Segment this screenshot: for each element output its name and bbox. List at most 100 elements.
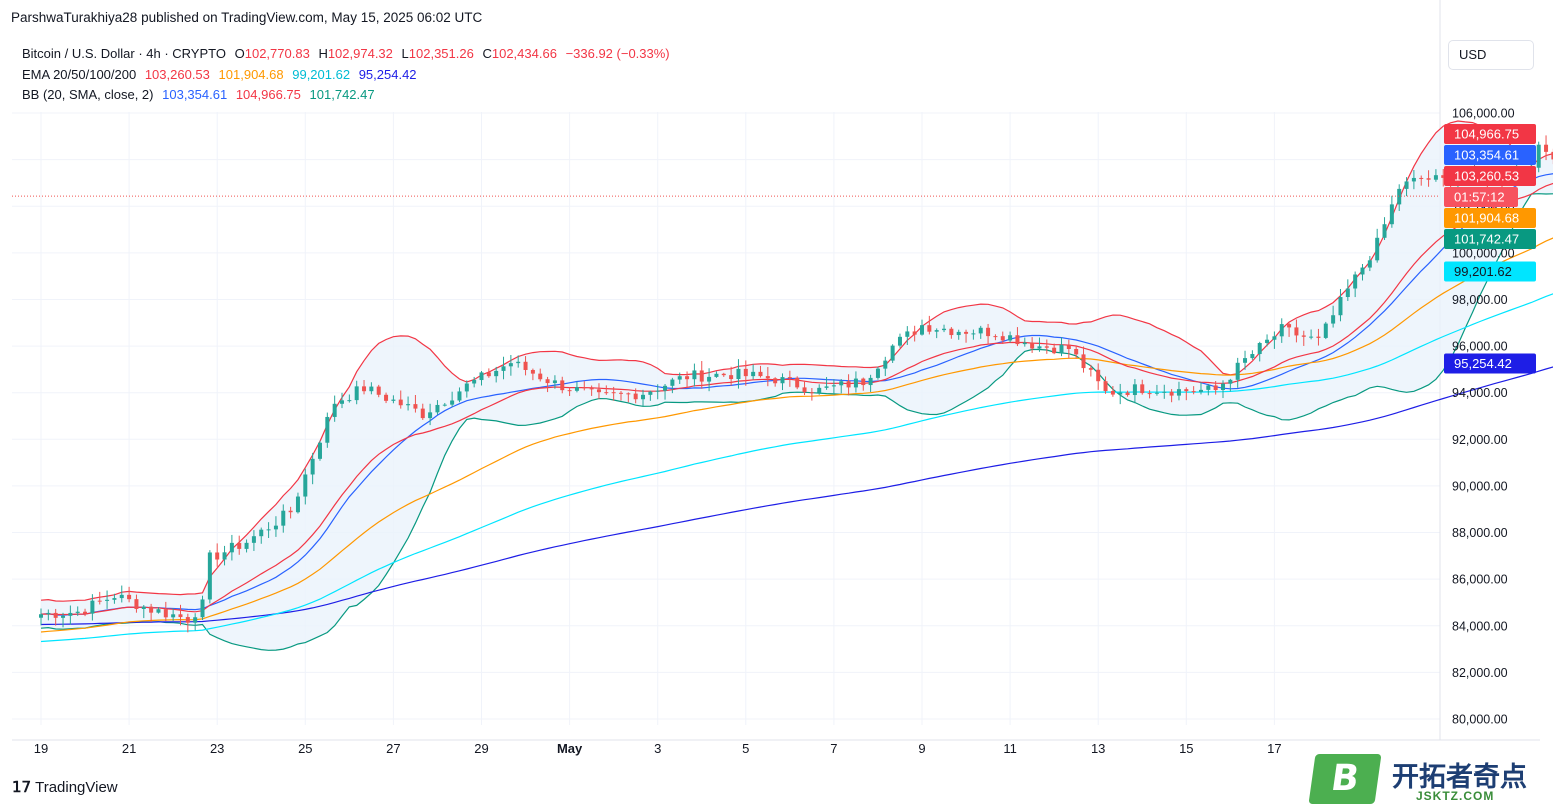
ohlc-low-label: L [401,46,409,61]
candle-body [303,474,308,497]
candle-body [251,536,256,543]
x-tick-label: 9 [918,741,925,756]
candle-body [736,368,741,380]
candle-body [1096,369,1101,382]
tv-icon: 𝟣𝟩 [12,778,32,796]
candle-body [1132,384,1137,396]
candle-body [839,381,844,386]
candle-body [472,380,477,384]
candle-body [655,390,660,392]
candle-body [97,600,102,602]
candle-body [494,370,499,377]
candle-body [83,611,88,614]
x-tick-label: 15 [1179,741,1193,756]
candle-body [149,606,154,613]
tradingview-logo[interactable]: 𝟣𝟩 TradingView [12,778,118,796]
bb-label[interactable]: BB (20, SMA, close, 2) [22,87,154,102]
y-tick-label: 82,000.00 [1452,666,1508,680]
ema50-tag-text: 101,904.68 [1454,211,1519,226]
candle-body [266,529,271,531]
candle-body [971,333,976,335]
candle-body [185,617,190,623]
candle-body [171,614,176,618]
y-tick-label: 88,000.00 [1452,526,1508,540]
x-tick-label: 21 [122,741,136,756]
candle-body [244,542,249,549]
candle-body [692,370,697,380]
bb-lower-line [40,193,1553,651]
ema100-line [40,293,1553,643]
candle-body [530,369,535,374]
bb-upper-value: 104,966.75 [235,87,301,102]
candle-body [134,599,139,609]
candle-body [61,615,66,618]
candle-body [1287,324,1292,328]
x-tick-label: 7 [830,741,837,756]
candle-body [883,360,888,369]
candle-body [552,380,557,384]
candle-body [384,394,389,401]
candle-body [391,399,396,401]
candle-body [986,327,991,337]
candle-body [347,400,352,402]
symbol-title[interactable]: Bitcoin / U.S. Dollar · 4h · CRYPTO [22,46,226,61]
candle-body [1088,368,1093,370]
bb-lower-tag-text: 101,742.47 [1454,232,1519,247]
candle-body [457,391,462,401]
candle-body [406,404,411,406]
candle-body [780,377,785,384]
x-tick-label: 5 [742,741,749,756]
countdown-tag [1444,187,1518,207]
candle-body [1206,385,1211,390]
candle-body [1008,335,1013,341]
candle-body [729,375,734,380]
ema100-tag-text: 99,201.62 [1454,264,1512,279]
candle-body [707,376,712,382]
candle-body [1169,391,1174,396]
candle-body [1081,354,1086,369]
candle-body [560,380,565,391]
ohlc-low: 102,351.26 [408,46,474,61]
candle-body [259,529,264,537]
candle-body [802,387,807,393]
candle-body [596,389,601,393]
ohlc-close-label: C [482,46,492,61]
symbol-row: Bitcoin / U.S. Dollar · 4h · CRYPTO O102… [22,44,675,65]
candle-body [927,325,932,332]
candle-body [90,600,95,614]
x-tick-label: 29 [474,741,488,756]
watermark-logo-icon: B [1308,754,1382,804]
candle-body [765,376,770,379]
ohlc-high: 102,974.32 [327,46,393,61]
candle-body [751,371,756,377]
candle-body [1426,178,1431,180]
candle-body [215,552,220,560]
candle-body [670,379,675,386]
ema100-tag [1444,261,1536,282]
candle-body [942,328,947,331]
candle-body [105,599,110,601]
candle-body [1301,335,1306,337]
ema-label[interactable]: EMA 20/50/100/200 [22,66,137,82]
currency-button[interactable]: USD [1448,40,1534,70]
candle-body [75,611,80,613]
ema100-value: 99,201.62 [292,66,351,82]
candle-body [310,458,315,475]
chart-legend: Bitcoin / U.S. Dollar · 4h · CRYPTO O102… [22,44,675,106]
watermark: B 开拓者奇点 JSKTZ.COM [1308,751,1548,807]
candle-body [1191,391,1196,393]
candle-body [1323,323,1328,338]
candle-body [1184,389,1189,392]
bb-upper-tag [1444,124,1536,144]
candle-body [1022,342,1027,345]
x-tick-label: 11 [1003,741,1017,756]
candle-body [787,377,792,379]
candle-body [229,542,234,553]
x-tick-label: 25 [298,741,312,756]
candle-body [127,594,132,600]
candle-body [428,412,433,419]
candle-body [1353,274,1358,289]
candle-body [1037,346,1042,349]
candle-body [1382,224,1387,238]
